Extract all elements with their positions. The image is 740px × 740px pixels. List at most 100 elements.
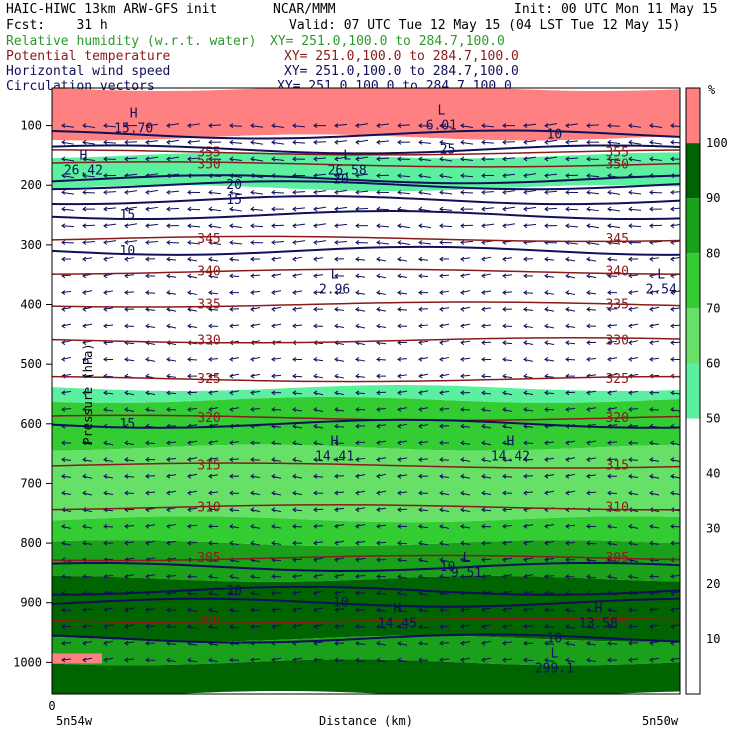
wind-speed-label: 20: [333, 172, 349, 187]
wind-vector-head: [586, 273, 591, 279]
wind-vector-head: [670, 306, 675, 312]
wind-vector: [355, 156, 369, 160]
wind-vector: [145, 342, 156, 346]
wind-vector-head: [355, 323, 360, 329]
wind-vector-head: [418, 306, 423, 312]
wind-vector-head: [313, 123, 318, 128]
wind-vector-head: [313, 457, 318, 463]
wind-vector: [124, 173, 138, 177]
wind-vector: [376, 275, 387, 279]
wind-vector: [670, 207, 680, 210]
wind-vector: [502, 641, 513, 644]
wind-vector: [124, 557, 135, 561]
wind-vector-head: [502, 356, 507, 362]
wind-vector: [439, 290, 450, 294]
wind-vector-head: [166, 156, 171, 162]
wind-vector-head: [397, 523, 402, 529]
wind-vector-head: [502, 490, 507, 496]
wind-vector-head: [586, 607, 591, 613]
wind-vector-head: [418, 607, 423, 613]
wind-vector: [82, 141, 96, 145]
wind-vector: [376, 358, 387, 361]
wind-vector: [103, 125, 117, 128]
wind-vector-head: [187, 356, 192, 362]
wind-vector-head: [355, 557, 360, 563]
wind-vector-head: [544, 407, 549, 412]
wind-vector: [292, 442, 303, 446]
wind-vector-head: [271, 273, 276, 279]
wind-vector-head: [334, 323, 339, 329]
wind-vector: [481, 408, 492, 412]
wind-vector: [124, 658, 135, 661]
wind-vector-head: [250, 574, 255, 579]
wind-vector: [628, 390, 639, 394]
wind-vector-head: [208, 507, 213, 513]
wind-vector-head: [61, 490, 66, 496]
wind-vector-head: [250, 657, 255, 663]
wind-vector-head: [271, 306, 276, 312]
wind-vector-head: [397, 340, 402, 346]
wind-vector-head: [544, 390, 549, 396]
wind-vector-head: [271, 290, 276, 296]
wind-vector: [124, 240, 138, 243]
wind-vector-head: [502, 423, 507, 429]
wind-vector-head: [292, 223, 297, 229]
wind-vector-head: [418, 624, 423, 630]
wind-vector-head: [376, 306, 381, 312]
wind-vector-head: [544, 123, 549, 128]
wind-vector: [187, 123, 201, 127]
wind-vector: [187, 308, 198, 312]
wind-vector: [187, 391, 198, 394]
wind-vector-head: [397, 173, 402, 179]
wind-vector: [628, 125, 642, 128]
wind-vector-head: [334, 607, 339, 613]
wind-vector-head: [481, 223, 486, 229]
wind-vector: [376, 490, 387, 494]
wind-vector-head: [61, 523, 66, 529]
wind-vector-head: [586, 490, 591, 496]
wind-vector-head: [502, 407, 507, 412]
wind-vector: [292, 425, 303, 429]
wind-vector-head: [376, 523, 381, 529]
wind-vector-head: [250, 256, 255, 262]
wind-vector: [607, 340, 618, 344]
wind-vector: [82, 459, 93, 462]
wind-vector-head: [523, 323, 528, 329]
wind-vector: [103, 324, 114, 327]
wind-vector-head: [187, 189, 192, 195]
wind-vector: [397, 491, 408, 494]
wind-vector-head: [418, 557, 423, 563]
wind-vector-head: [607, 407, 612, 412]
wind-vector: [124, 475, 135, 478]
wind-vector-head: [670, 574, 675, 579]
wind-vector-head: [271, 407, 276, 412]
wind-vector: [271, 240, 285, 243]
wind-vector: [544, 523, 555, 527]
wind-vector: [250, 274, 261, 277]
wind-vector: [145, 156, 159, 160]
wind-speed-line: [52, 633, 680, 644]
wind-vector-head: [166, 323, 171, 329]
extremum-type: L: [657, 268, 665, 283]
wind-vector-head: [355, 640, 360, 646]
wind-vector-head: [292, 306, 297, 312]
extremum-type: L: [331, 268, 339, 283]
wind-vector: [565, 325, 576, 328]
wind-vector-head: [523, 490, 528, 496]
theta-label: 310: [605, 500, 628, 515]
field-vectors-label: Circulation vectors: [6, 79, 155, 90]
wind-vector-head: [124, 189, 129, 195]
wind-vector-head: [439, 256, 444, 262]
wind-vector-head: [208, 523, 213, 529]
wind-vector: [250, 373, 261, 377]
wind-vector-head: [145, 440, 150, 446]
wind-vector: [82, 340, 93, 344]
wind-vector: [229, 258, 240, 261]
wind-vector: [649, 657, 660, 661]
wind-vector-head: [124, 440, 129, 446]
wind-vector-head: [145, 206, 150, 212]
wind-vector: [523, 608, 534, 611]
wind-vector-head: [607, 273, 612, 279]
wind-vector-head: [355, 189, 360, 195]
plot-title: HAIC-HIWC 13km ARW-GFS init: [6, 2, 218, 17]
